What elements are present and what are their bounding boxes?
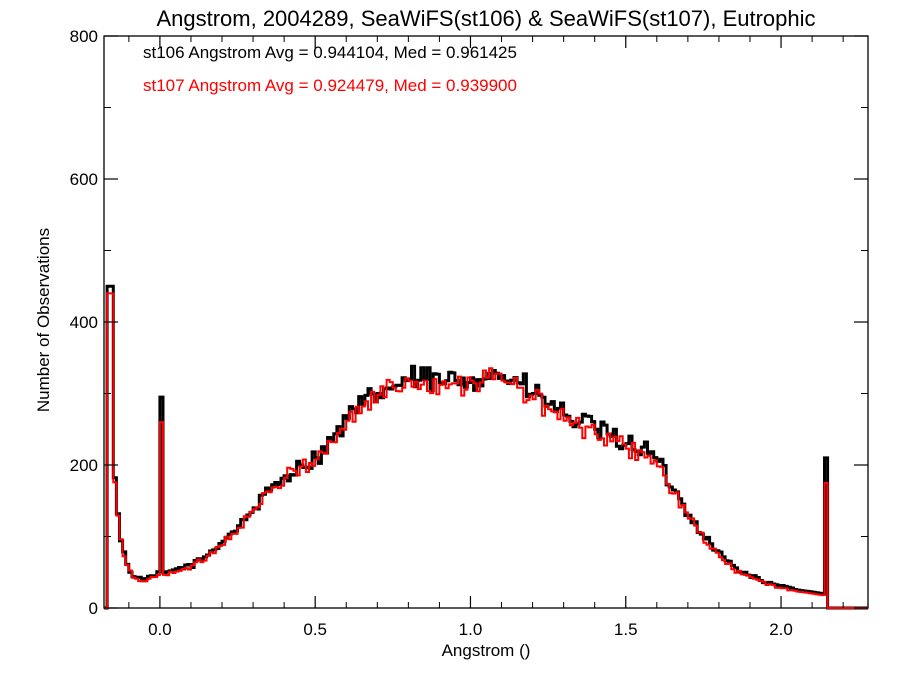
y-tick-label: 200 [70,456,98,475]
y-tick-label: 0 [89,599,98,618]
series-layer [104,284,868,610]
x-tick-label: 0.5 [303,620,327,639]
y-tick-label: 600 [70,170,98,189]
annotation-st106: st106 Angstrom Avg = 0.944104, Med = 0.9… [143,43,517,62]
y-tick-label: 400 [70,313,98,332]
x-axis: 0.0 0.5 1.0 1.5 2.0 [128,36,844,639]
y-axis-label: Number of Observations [34,228,53,412]
y-axis: 0 200 400 600 800 [70,27,868,618]
x-tick-label: 1.5 [614,620,638,639]
chart-title: Angstrom, 2004289, SeaWiFS(st106) & SeaW… [156,6,815,31]
x-tick-label: 2.0 [769,620,793,639]
annotation-st107: st107 Angstrom Avg = 0.924479, Med = 0.9… [143,76,517,95]
x-axis-label: Angstrom () [442,641,531,660]
x-tick-label: 0.0 [148,620,172,639]
plot-frame [103,35,869,609]
series-line-1 [104,284,868,610]
x-tick-label: 1.0 [459,620,483,639]
series-line-2 [104,292,868,609]
y-tick-label: 800 [70,27,98,46]
